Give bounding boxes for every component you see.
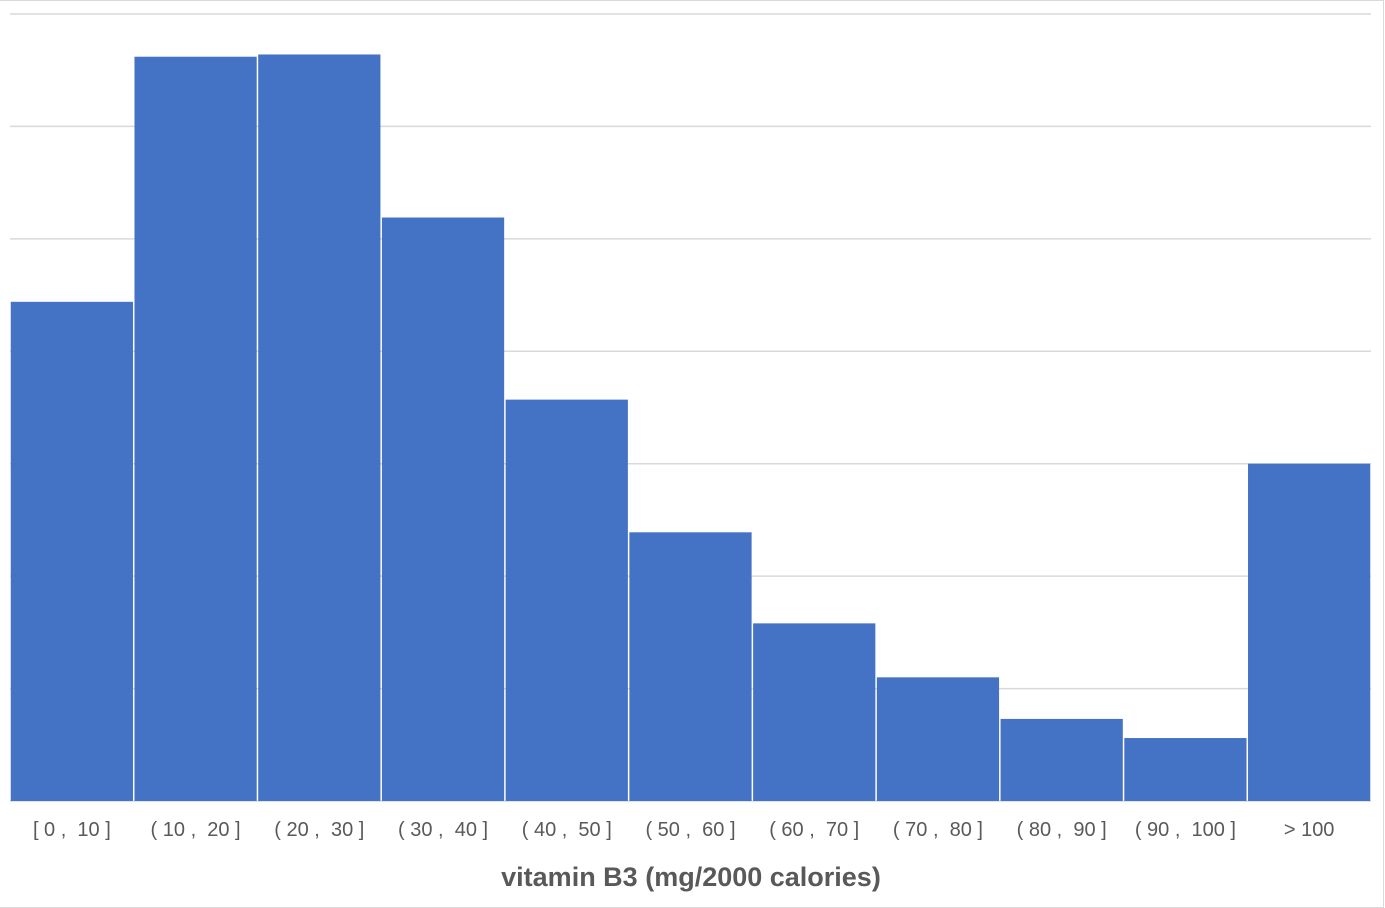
histogram-bar xyxy=(505,399,628,801)
histogram-bar xyxy=(1124,738,1247,801)
x-tick-label: ( 10 , 20 ] xyxy=(151,819,241,841)
histogram-bar xyxy=(10,301,133,801)
x-tick-label: ( 60 , 70 ] xyxy=(769,819,859,841)
x-tick-label: ( 40 , 50 ] xyxy=(522,819,612,841)
histogram-bar xyxy=(629,532,752,801)
histogram-bar xyxy=(381,217,505,801)
x-tick-label: ( 90 , 100 ] xyxy=(1135,819,1236,841)
histogram-bar xyxy=(753,623,876,801)
x-tick-label: [ 0 , 10 ] xyxy=(33,819,111,841)
histogram-bar xyxy=(134,56,257,802)
x-tick-label: ( 20 , 30 ] xyxy=(274,819,364,841)
x-tick-label: ( 70 , 80 ] xyxy=(893,819,983,841)
histogram-bar xyxy=(1000,718,1123,801)
x-axis-label: vitamin B3 (mg/2000 calories) xyxy=(501,862,881,892)
x-tick-label: ( 50 , 60 ] xyxy=(645,819,735,841)
x-tick-label: ( 30 , 40 ] xyxy=(398,819,488,841)
histogram-bar xyxy=(1248,463,1371,801)
x-tick-label: ( 80 , 90 ] xyxy=(1017,819,1107,841)
histogram-bar xyxy=(876,677,1000,801)
histogram-bar xyxy=(258,54,381,801)
x-tick-label: > 100 xyxy=(1284,819,1335,841)
